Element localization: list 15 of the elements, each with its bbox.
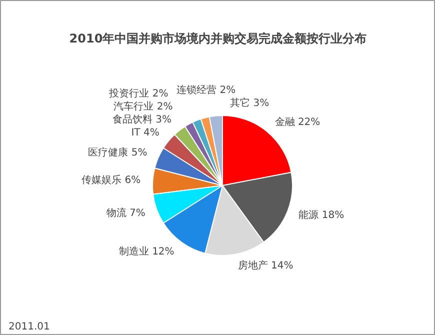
slice-label: 能源 18% [298, 209, 344, 222]
slice-label: 投资行业 2% [108, 88, 168, 100]
slice-label: 房地产 14% [238, 260, 294, 272]
slice-label: 金融 22% [274, 116, 320, 128]
text: 2011.01 [8, 322, 50, 332]
slice-label: 物流 7% [106, 206, 146, 219]
slice-label: 连锁经营 2% [176, 84, 236, 96]
slice-label: 传媒娱乐 6% [82, 174, 141, 186]
slice-label: 制造业 12% [118, 245, 174, 258]
chart-title: 2010年中国并购市场境内并购交易完成金额按行业分布 [69, 32, 367, 46]
slice-label: 食品饮料 3% [112, 114, 172, 126]
slice-label: 医疗健康 5% [88, 146, 148, 158]
slice-label: 其它 3% [230, 97, 270, 109]
slice-label: IT 4% [131, 128, 160, 139]
slice-label: 汽车行业 2% [114, 100, 173, 113]
